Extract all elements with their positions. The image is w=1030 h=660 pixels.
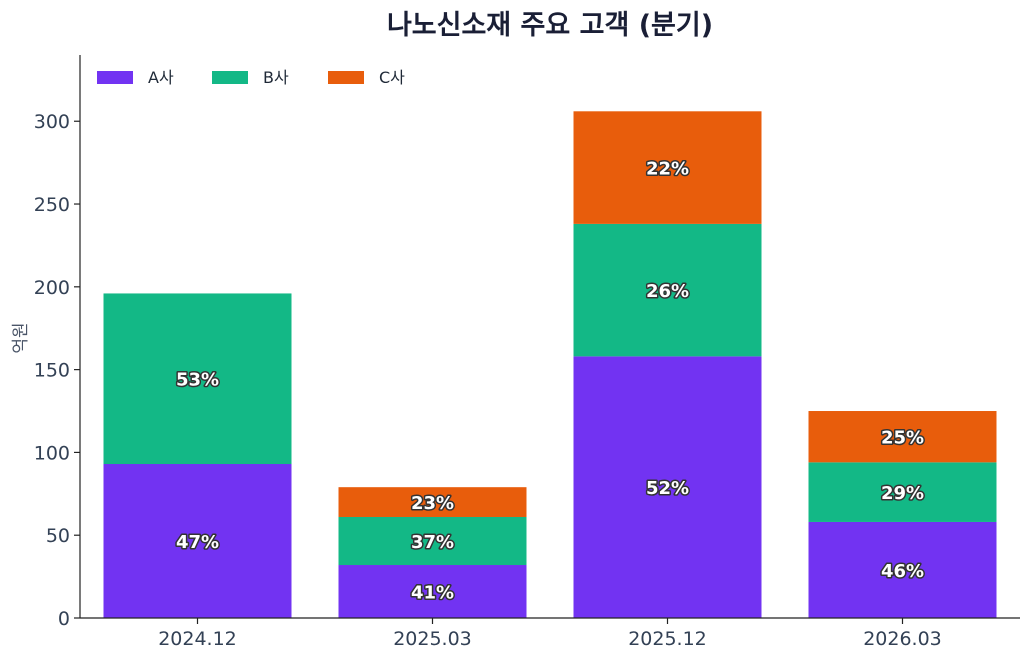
y-tick-label: 200 — [34, 277, 70, 299]
legend-swatch-A사 — [97, 71, 133, 84]
legend-label-B사: B사 — [263, 68, 289, 87]
x-tick-label: 2026.03 — [863, 628, 942, 650]
chart-title: 나노신소재 주요 고객 (분기) — [387, 10, 713, 41]
y-tick-label: 300 — [34, 111, 70, 133]
data-label-2025.12-C사: 22% — [646, 159, 689, 180]
data-label-2025.12-A사: 52% — [646, 478, 689, 499]
bar-2025.12-B사 — [573, 223, 762, 357]
y-tick-label: 250 — [34, 194, 70, 216]
y-axis-label: 억원 — [11, 322, 31, 353]
legend: A사 B사 C사 — [97, 68, 405, 87]
x-tick-label: 2024.12 — [158, 628, 237, 650]
y-tick-label: 150 — [34, 360, 70, 382]
data-label-2024.12-A사: 47% — [176, 532, 219, 553]
legend-swatch-B사 — [212, 71, 248, 84]
bar-2024.12-A사 — [103, 464, 292, 618]
data-label-2025.12-B사: 26% — [646, 281, 689, 302]
y-axis: 0 50 100 150 200 250 300 — [34, 55, 81, 630]
legend-label-C사: C사 — [379, 68, 405, 87]
legend-label-A사: A사 — [148, 68, 174, 87]
data-label-2026.03-C사: 25% — [881, 428, 924, 449]
bar-2025.03-C사 — [338, 487, 527, 517]
bar-2025.12-A사 — [573, 356, 762, 618]
data-label-2025.03-A사: 41% — [411, 583, 454, 604]
bar-2025.03-A사 — [338, 565, 527, 618]
bar-2026.03-C사 — [808, 411, 997, 463]
bar-2025.12-C사 — [573, 111, 762, 224]
bar-2026.03-B사 — [808, 462, 997, 522]
x-axis: 2024.12 2025.03 2025.12 2026.03 — [80, 617, 1020, 650]
data-label-2025.03-C사: 23% — [411, 493, 454, 514]
data-label-2024.12-B사: 53% — [176, 370, 219, 391]
y-tick-label: 0 — [58, 608, 70, 630]
x-tick-label: 2025.12 — [628, 628, 707, 650]
y-tick-label: 100 — [34, 442, 70, 464]
data-label-2026.03-A사: 46% — [881, 561, 924, 582]
data-labels-layer: 47% 53% 41% 37% 23% 52% 26% 22% 46% 29% 25% — [174, 157, 925, 605]
data-label-2026.03-B사: 29% — [881, 483, 924, 504]
bar-2025.03-B사 — [338, 516, 527, 566]
x-tick-label: 2025.03 — [393, 628, 472, 650]
bars-layer — [103, 111, 997, 618]
bar-2024.12-B사 — [103, 293, 292, 465]
legend-swatch-C사 — [328, 71, 364, 84]
data-label-2025.03-B사: 37% — [411, 532, 454, 553]
bar-2026.03-A사 — [808, 521, 997, 618]
y-tick-label: 50 — [46, 525, 70, 547]
